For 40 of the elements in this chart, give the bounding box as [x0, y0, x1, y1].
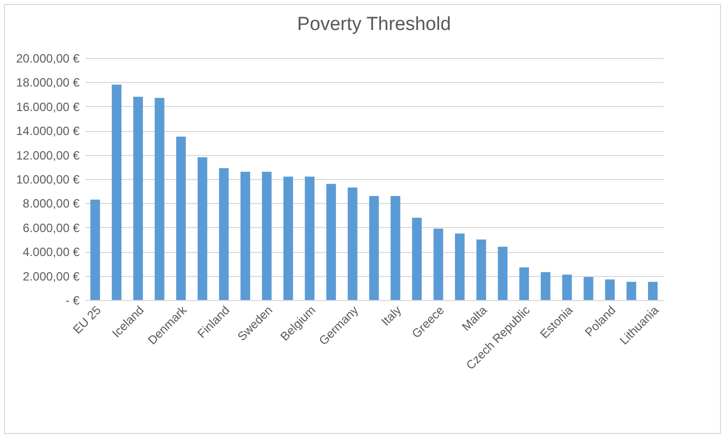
y-tick-label: - €	[65, 294, 80, 308]
bar	[348, 187, 358, 300]
bar	[198, 157, 208, 300]
bar	[476, 240, 486, 300]
bar	[454, 233, 465, 300]
y-tick-label: 8.000,00 €	[22, 196, 80, 211]
bar	[390, 196, 400, 300]
bar	[562, 274, 572, 300]
bar	[584, 277, 594, 300]
y-tick-label: 10.000,00 €	[16, 172, 80, 186]
y-tick-label: 2.000,00 €	[22, 269, 80, 284]
bar	[326, 184, 336, 300]
bar	[283, 176, 294, 300]
y-tick-label: 14.000,00 €	[16, 124, 80, 138]
y-tick-label: 18.000,00 €	[16, 76, 80, 90]
bar	[540, 272, 550, 300]
bar	[304, 176, 314, 300]
y-tick-label: 20.000,00 €	[16, 52, 80, 66]
y-tick-label: 16.000,00 €	[16, 100, 80, 114]
bar	[219, 168, 229, 300]
bar	[605, 279, 615, 300]
bar	[626, 282, 636, 300]
bar	[262, 172, 272, 300]
bar	[648, 282, 658, 300]
bar	[434, 228, 444, 300]
bar	[240, 172, 250, 300]
bar	[369, 196, 379, 300]
bar	[154, 98, 164, 300]
bar	[412, 218, 422, 300]
bar	[498, 246, 508, 300]
bar	[519, 267, 529, 300]
y-tick-label: 12.000,00 €	[16, 148, 80, 162]
x-tick-label: Italy	[378, 303, 404, 329]
chart-title: Poverty Threshold	[297, 14, 451, 35]
bar	[133, 96, 143, 300]
y-tick-label: 6.000,00 €	[22, 220, 80, 235]
y-tick-label: 4.000,00 €	[22, 245, 80, 260]
bar	[176, 136, 186, 300]
bar	[90, 200, 100, 300]
bar	[112, 84, 122, 300]
